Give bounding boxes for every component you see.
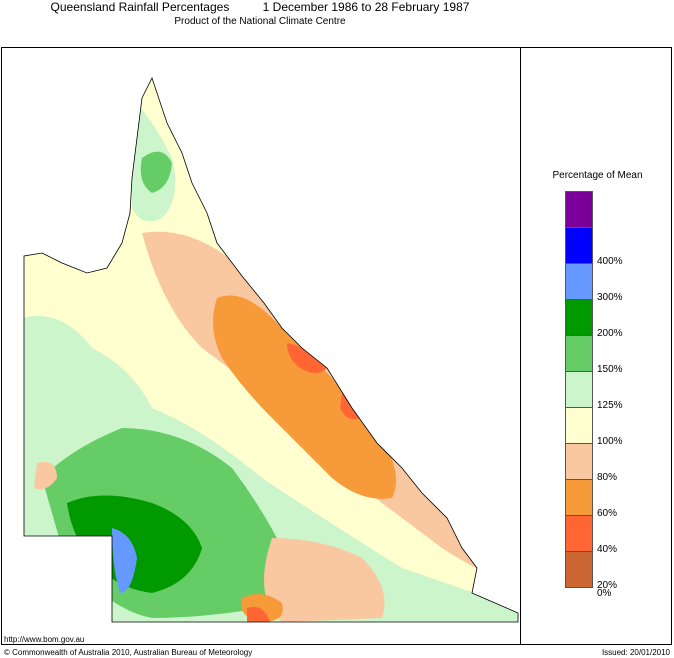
region-60-80-north — [180, 254, 217, 283]
legend-swatch — [565, 443, 593, 480]
legend-swatch — [565, 551, 593, 588]
region-125-150-cape — [140, 151, 172, 193]
region-60-80-south — [264, 538, 385, 622]
rainfall-map — [23, 76, 519, 623]
legend-title: Percentage of Mean — [552, 170, 643, 181]
map-title: Queensland Rainfall Percentages 1 Decemb… — [50, 0, 470, 14]
legend-swatch — [565, 515, 593, 552]
legend-label: 20% — [597, 580, 618, 591]
region-20-40-a — [287, 343, 327, 373]
map-subtitle: Product of the National Climate Centre — [174, 16, 346, 27]
legend-label: 300% — [597, 292, 623, 303]
legend-swatch — [565, 299, 593, 336]
legend-swatch — [565, 335, 593, 372]
legend-label: 80% — [597, 472, 618, 483]
legend-swatch — [565, 371, 593, 408]
legend-label: 60% — [597, 508, 618, 519]
legend-label: 150% — [597, 364, 623, 375]
legend-swatch — [565, 227, 593, 264]
legend-swatch — [565, 407, 593, 444]
issued-date: Issued: 20/01/2010 — [601, 648, 670, 657]
queensland-outline — [23, 76, 519, 623]
region-60-80-west — [34, 462, 57, 490]
source-url: http://www.bom.gov.au — [4, 635, 85, 644]
legend-divider — [520, 47, 521, 645]
legend-label: 0% — [597, 588, 612, 599]
legend-label: 125% — [597, 400, 623, 411]
legend-color-bar — [565, 191, 593, 588]
legend-label: 400% — [597, 256, 623, 267]
legend-swatch — [565, 479, 593, 516]
region-200-300 — [112, 528, 137, 593]
legend-label: 100% — [597, 436, 623, 447]
legend-swatch — [565, 263, 593, 300]
map-frame — [1, 47, 672, 645]
rainfall-regions — [24, 78, 518, 622]
region-20-40-c — [247, 606, 270, 622]
legend-swatch — [565, 191, 593, 228]
legend-label: 40% — [597, 544, 618, 555]
legend-label: 200% — [597, 328, 623, 339]
copyright-notice: © Commonwealth of Australia 2010, Austra… — [4, 648, 253, 657]
region-40-60 — [213, 295, 396, 499]
